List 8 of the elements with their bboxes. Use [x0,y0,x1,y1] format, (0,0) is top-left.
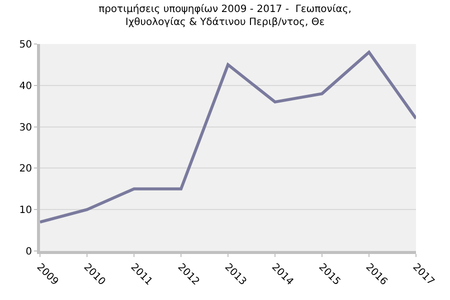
y-tick-label: 30 [19,122,32,134]
y-tick-label: 50 [19,40,32,50]
y-tick-label: 10 [19,205,32,216]
chart-title: προτιμήσεις υποψηφίων 2009 - 2017 - Γεωπονίας, Ιχθυολογίας & Υδάτινου Περιβ/ντος, Θε [98,4,352,28]
line-series [40,50,416,224]
y-tick-label: 0 [26,246,32,258]
y-tick-label: 40 [19,80,32,92]
y-tick-label: 20 [19,164,32,175]
